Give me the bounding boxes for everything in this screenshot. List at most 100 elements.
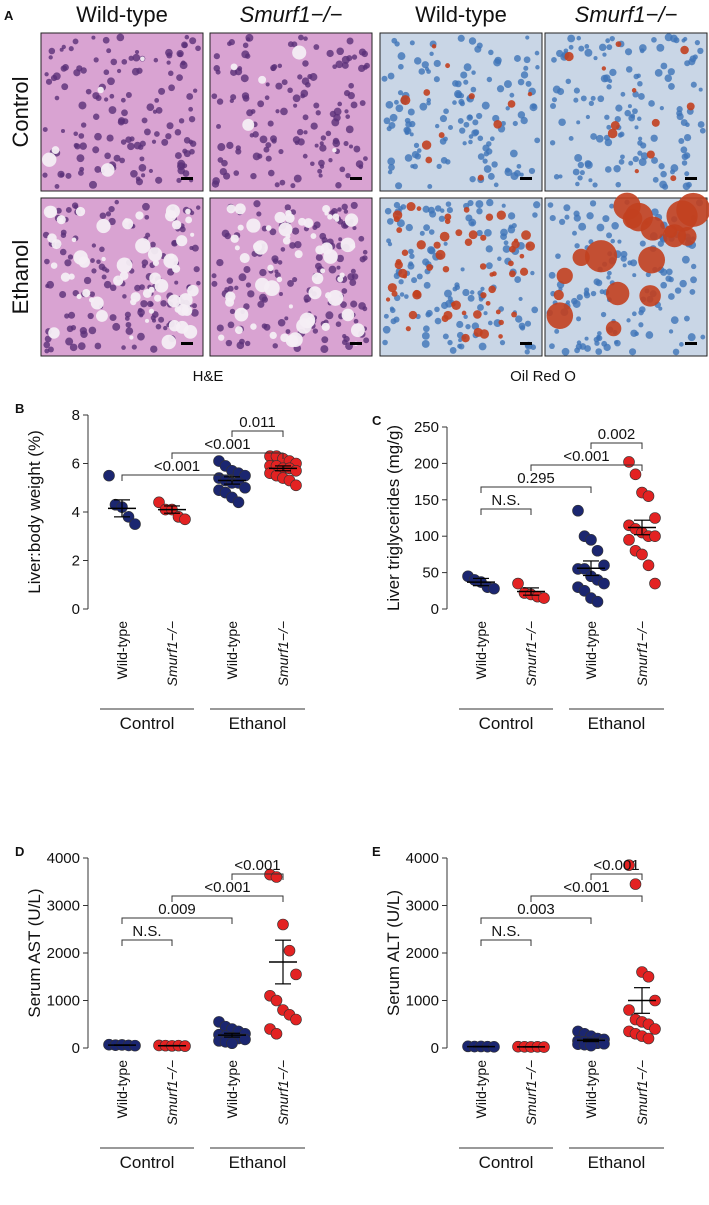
nucleus [302,114,309,121]
nucleus [225,339,233,347]
nucleus [467,294,475,302]
nucleus [234,285,239,291]
nucleus [572,168,580,176]
nucleus [160,300,167,307]
droplet [130,292,141,303]
droplet [292,45,307,60]
nucleus [609,203,615,209]
nucleus [684,171,690,177]
nucleus [491,161,498,168]
nucleus [393,201,401,209]
group-label: Ethanol [229,714,287,733]
nucleus [216,98,224,105]
bracket-label: 0.295 [517,470,555,487]
data-point [629,468,642,481]
nucleus [215,69,221,75]
nucleus [389,113,398,122]
y-tick-label: 0 [72,1040,80,1057]
droplet [311,272,324,285]
column-title: Wild-type [76,2,168,27]
nucleus [567,34,576,43]
nucleus [573,210,580,217]
nucleus [151,311,159,318]
bracket-label: <0.001 [234,857,280,874]
nucleus [338,237,343,242]
nucleus [223,172,231,180]
nucleus [312,328,319,334]
x-tick-label: Wild-type [473,621,489,680]
data-point [290,479,302,492]
nucleus [604,138,613,147]
nucleus [230,94,237,101]
nucleus [85,88,92,95]
nucleus [326,49,334,58]
x-tick-label: Smurf1−/− [275,1060,291,1125]
nucleus [339,166,346,173]
bracket-label: <0.001 [563,448,609,465]
column-title: Wild-type [415,2,507,27]
nucleus [489,136,495,142]
data-point [290,464,302,477]
nucleus [460,71,468,79]
data-point [629,878,642,890]
nucleus [337,207,342,212]
nucleus [64,313,70,319]
nucleus [614,115,621,123]
droplet [461,333,470,343]
data-point [232,496,245,509]
nucleus [469,290,475,295]
nucleus [615,104,623,112]
droplet [613,192,641,220]
nucleus [103,280,112,289]
droplet [234,245,240,251]
nucleus [606,232,613,239]
nucleus [61,83,69,91]
nucleus [335,182,342,189]
nucleus [233,170,240,176]
nucleus [609,68,617,77]
nucleus [61,44,66,50]
nucleus [683,315,690,322]
nucleus [310,122,318,130]
nucleus [139,284,145,290]
nucleus [588,178,593,183]
nucleus [245,282,252,288]
droplet [463,206,470,213]
nucleus [176,177,182,184]
nucleus [593,56,598,61]
nucleus [463,63,472,72]
nucleus [487,320,493,326]
data-point [585,534,597,546]
nucleus [344,109,349,114]
droplet [527,91,533,97]
bracket [530,895,643,902]
droplet [493,120,502,129]
nucleus [574,154,583,162]
nucleus [73,69,81,77]
nucleus [263,323,271,331]
nucleus [43,341,51,349]
droplet [276,276,283,283]
droplet [167,294,181,308]
nucleus [300,93,306,99]
y-tick-label: 8 [72,407,80,424]
nucleus [213,53,220,60]
droplet [423,89,431,96]
nucleus [321,336,329,344]
data-point [649,530,661,543]
nucleus [252,152,261,161]
nucleus [609,36,615,42]
nucleus [57,170,65,178]
nucleus [411,277,418,284]
bracket [480,486,592,493]
bracket [530,464,643,471]
nucleus [530,270,535,276]
nucleus [496,85,505,93]
nucleus [188,115,196,123]
micrograph [544,192,709,357]
droplet [75,206,86,217]
x-tick-label: Smurf1−/− [634,621,650,686]
nucleus [659,180,667,189]
nucleus [263,146,270,153]
nucleus [523,56,531,64]
